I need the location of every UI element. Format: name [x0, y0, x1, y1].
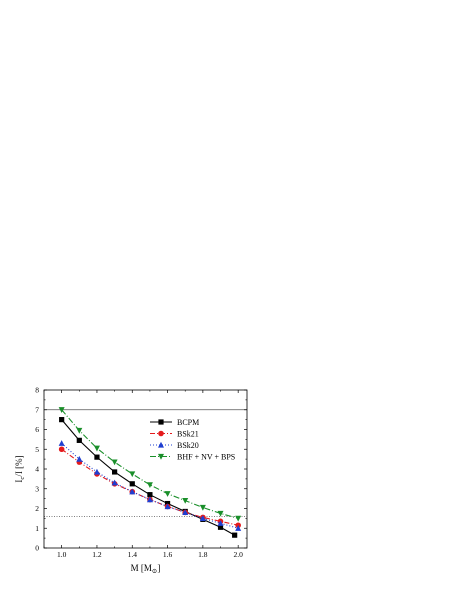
- data-point-bsk20: [164, 503, 171, 510]
- legend-marker-bsk20: [158, 441, 164, 448]
- legend-marker-bcpm: [158, 419, 164, 425]
- y-tick-label: 1: [35, 524, 39, 533]
- data-point-bhf-nv-bps: [93, 445, 100, 452]
- data-point-bsk20: [129, 488, 136, 495]
- data-point-bhf-nv-bps: [217, 510, 224, 517]
- data-point-bhf-nv-bps: [199, 504, 206, 511]
- data-point-bcpm: [112, 469, 118, 475]
- data-point-bhf-nv-bps: [76, 427, 83, 434]
- data-point-bsk20: [146, 496, 153, 503]
- data-point-bhf-nv-bps: [146, 482, 153, 488]
- x-tick-label: 1.0: [57, 550, 67, 559]
- plot-frame: [43, 389, 248, 549]
- legend-marker-bhf-nv-bps: [158, 453, 164, 460]
- data-point-bhf-nv-bps: [111, 459, 118, 466]
- data-point-bsk20: [76, 455, 83, 462]
- x-tick-label: 1.6: [163, 550, 173, 559]
- data-point-bcpm: [59, 417, 65, 423]
- y-tick-label: 7: [35, 405, 39, 414]
- data-point-bcpm: [94, 454, 100, 460]
- x-tick-label: 1.8: [198, 550, 208, 559]
- data-point-bsk20: [58, 440, 65, 446]
- data-point-bcpm: [129, 481, 135, 487]
- legend-marker-bsk21: [158, 430, 164, 437]
- data-point-bhf-nv-bps: [129, 471, 136, 478]
- y-tick-label: 4: [35, 465, 39, 474]
- data-point-bhf-nv-bps: [164, 491, 171, 497]
- plot-area: 1.0 1.2 1.4 1.6 1.8 2.0 0 1 2 3 4 5 6 7 8 M [M⊙] Ic/I [%…: [14, 386, 248, 575]
- legend-label-bsk21: BSk21: [177, 429, 199, 438]
- legend-label-bsk20: BSk20: [177, 441, 199, 450]
- x-tick-label: 1.4: [128, 550, 138, 559]
- data-point-bsk20: [182, 509, 189, 516]
- y-tick-label: 2: [35, 504, 39, 513]
- data-point-bhf-nv-bps: [182, 498, 189, 504]
- data-point-bsk20: [199, 515, 206, 521]
- data-point-bcpm: [147, 492, 153, 498]
- data-point-bhf-nv-bps: [235, 515, 242, 522]
- y-tick-label: 5: [35, 445, 39, 454]
- data-point-bcpm: [232, 532, 238, 538]
- data-point-bsk20: [217, 520, 224, 526]
- data-point-bsk21: [58, 446, 65, 453]
- data-point-bsk20: [111, 479, 118, 486]
- data-point-bcpm: [76, 437, 82, 443]
- y-tick-label: 3: [35, 484, 39, 493]
- x-tick-label: 1.2: [92, 550, 102, 559]
- y-tick-label: 8: [35, 386, 39, 395]
- data-point-bcpm: [217, 524, 224, 530]
- legend-label-bhf-nv-bps: BHF + NV + BPS: [177, 452, 235, 461]
- series-line-bhf-nv-bps: [61, 409, 239, 519]
- data-point-bsk20: [235, 525, 242, 531]
- data-point-bhf-nv-bps: [58, 407, 65, 413]
- x-axis-label: M [M⊙]: [131, 563, 161, 575]
- y-axis-label: Ic/I [%]: [14, 455, 26, 482]
- y-tick-label: 0: [35, 544, 39, 553]
- legend-label-bcpm: BCPM: [177, 418, 199, 427]
- data-point-bsk20: [93, 468, 100, 475]
- series-line-bcpm: [61, 419, 235, 536]
- y-tick-label: 6: [35, 425, 39, 434]
- x-tick-label: 2.0: [233, 550, 243, 559]
